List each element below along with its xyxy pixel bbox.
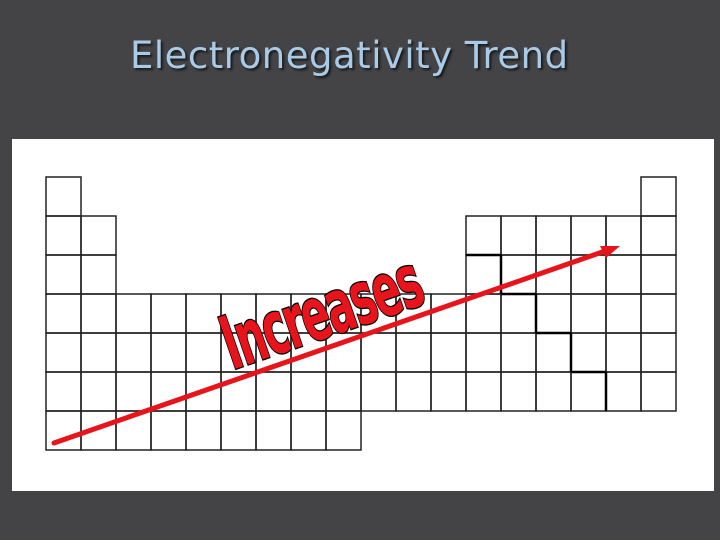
element-cell — [115, 371, 152, 412]
element-cell — [605, 332, 642, 373]
element-cell — [150, 332, 187, 373]
element-cell — [185, 332, 222, 373]
element-cell — [605, 293, 642, 334]
element-cell — [570, 332, 607, 373]
element-cell — [640, 293, 677, 334]
element-cell — [80, 332, 117, 373]
slide-title: Electronegativity Trend — [130, 34, 569, 77]
element-cell — [640, 176, 677, 217]
element-cell — [465, 371, 502, 412]
element-cell — [45, 293, 82, 334]
element-cell — [325, 371, 362, 412]
element-cell — [150, 293, 187, 334]
trend-label: Increases — [210, 239, 433, 388]
element-cell — [430, 332, 467, 373]
element-cell — [640, 254, 677, 295]
element-cell — [570, 293, 607, 334]
element-cell — [605, 371, 642, 412]
element-cell — [500, 215, 537, 256]
element-cell — [45, 215, 82, 256]
element-cell — [640, 332, 677, 373]
element-cell — [115, 293, 152, 334]
element-cell — [535, 371, 572, 412]
element-cell — [220, 410, 257, 451]
element-cell — [80, 371, 117, 412]
element-cell — [360, 371, 397, 412]
element-cell — [500, 293, 537, 334]
element-cell — [255, 410, 292, 451]
element-cell — [570, 371, 607, 412]
element-cell — [80, 293, 117, 334]
element-cell — [535, 293, 572, 334]
element-cell — [45, 254, 82, 295]
element-cell — [465, 215, 502, 256]
trend-arrow — [51, 247, 611, 446]
element-cell — [185, 410, 222, 451]
element-cell — [640, 371, 677, 412]
element-cell — [500, 371, 537, 412]
element-cell — [115, 332, 152, 373]
element-cell — [45, 332, 82, 373]
diagram-panel — [12, 139, 714, 491]
element-cell — [325, 410, 362, 451]
element-cell — [290, 410, 327, 451]
element-cell — [430, 371, 467, 412]
element-cell — [570, 215, 607, 256]
element-cell — [605, 254, 642, 295]
element-cell — [395, 371, 432, 412]
element-cell — [45, 410, 82, 451]
element-cell — [535, 215, 572, 256]
element-cell — [80, 215, 117, 256]
element-cell — [80, 254, 117, 295]
element-cell — [465, 332, 502, 373]
element-cell — [640, 215, 677, 256]
element-cell — [290, 371, 327, 412]
element-cell — [500, 332, 537, 373]
element-cell — [150, 410, 187, 451]
element-cell — [45, 371, 82, 412]
element-cell — [395, 332, 432, 373]
periodic-table-grid — [45, 176, 677, 451]
element-cell — [45, 176, 82, 217]
element-cell — [535, 332, 572, 373]
arrowhead-icon — [600, 246, 620, 258]
